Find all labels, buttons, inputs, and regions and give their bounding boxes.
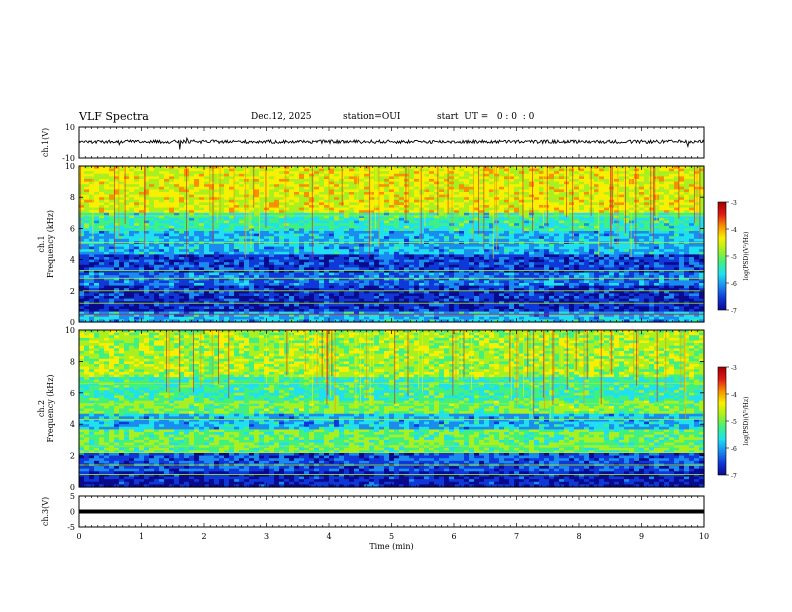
vlf-figure: VLF Spectra Dec.12, 2025 station=OUI sta… <box>0 0 792 612</box>
plot-canvas: 10-10ch.1(V)0246810ch.1 Frequency (kHz)-3… <box>0 0 792 612</box>
spec1-heatmap <box>79 166 705 323</box>
